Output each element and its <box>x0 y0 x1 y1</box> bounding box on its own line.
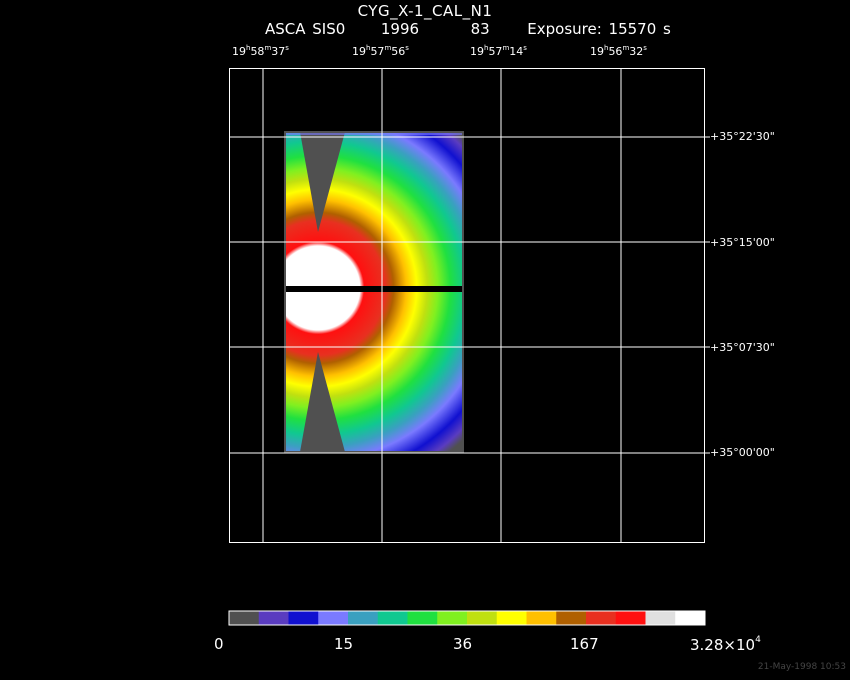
colorbar-swatch <box>348 611 379 625</box>
colorbar-swatch <box>675 611 706 625</box>
colorbar-swatch <box>496 611 527 625</box>
colorbar-swatch <box>586 611 617 625</box>
coordinate-grid <box>229 68 710 543</box>
colorbar-swatch <box>467 611 498 625</box>
colorbar-swatch <box>615 611 646 625</box>
day-label: 83 <box>470 20 490 38</box>
detector-image <box>285 132 463 452</box>
dec-tick-label: +35°07'30" <box>710 341 775 354</box>
plot-frame <box>229 68 705 543</box>
ra-tick-label: 19h57m14s <box>470 44 527 58</box>
colorbar-border <box>228 610 706 626</box>
colorbar-swatch <box>407 611 438 625</box>
colorbar-swatch <box>645 611 676 625</box>
colorbar-swatch <box>258 611 289 625</box>
detector-outline <box>284 131 464 453</box>
color-scale-bar <box>228 610 706 626</box>
ra-tick-label: 19h58m37s <box>232 44 289 58</box>
mission-label: ASCA SIS0 <box>265 20 346 38</box>
colorbar-swatch <box>526 611 557 625</box>
colorbar-label: 15 <box>334 635 354 653</box>
ra-tick-label: 19h57m56s <box>352 44 409 58</box>
dec-tick-label: +35°00'00" <box>710 446 775 459</box>
colorbar-swatch <box>377 611 408 625</box>
colorbar-swatch <box>288 611 319 625</box>
colorbar-label: 0 <box>214 635 224 653</box>
observation-info: ASCA SIS0 1996 83 Exposure: 15570 s <box>265 20 671 38</box>
dec-tick-label: +35°15'00" <box>710 236 775 249</box>
colorbar-swatch <box>437 611 468 625</box>
colorbar-swatch <box>556 611 587 625</box>
image-title: CYG_X-1_CAL_N1 <box>357 2 493 20</box>
exposure-label: Exposure: 15570 s <box>527 20 671 38</box>
colorbar-swatch <box>318 611 349 625</box>
dec-tick-label: +35°22'30" <box>710 130 775 143</box>
colorbar-swatch <box>229 611 260 625</box>
colorbar-max-label: 3.28×104 <box>690 635 761 654</box>
colorbar-label: 36 <box>453 635 473 653</box>
year-label: 1996 <box>380 20 420 38</box>
timestamp: 21-May-1998 10:53 <box>757 662 846 672</box>
colorbar-label: 167 <box>570 635 599 653</box>
ra-tick-label: 19h56m32s <box>590 44 647 58</box>
